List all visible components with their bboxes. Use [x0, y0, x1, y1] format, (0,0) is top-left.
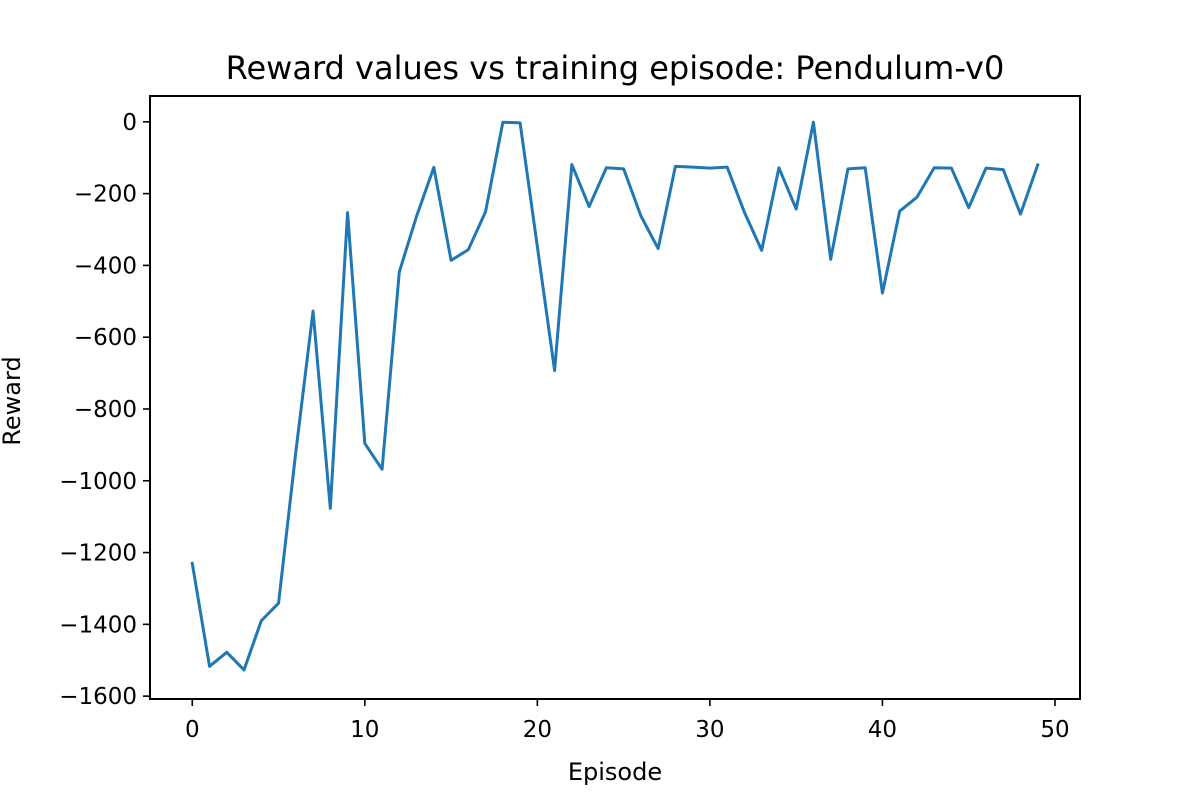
axes-frame — [149, 95, 1081, 700]
y-axis-label: Reward — [0, 356, 26, 445]
y-tick-label: −1200 — [59, 541, 137, 567]
chart-title: Reward values vs training episode: Pendu… — [226, 49, 1005, 87]
x-tick-label: 0 — [185, 717, 200, 743]
y-tick-label: −800 — [74, 397, 137, 423]
y-tick-label: −200 — [74, 182, 137, 208]
y-tick-label: 0 — [122, 110, 137, 136]
x-tick-label: 50 — [1040, 717, 1069, 743]
y-tick-label: −600 — [74, 325, 137, 351]
x-tick-label: 30 — [695, 717, 724, 743]
y-tick-label: −400 — [74, 253, 137, 279]
x-tick-label: 40 — [868, 717, 897, 743]
x-axis-label: Episode — [568, 758, 662, 786]
x-tick-label: 20 — [523, 717, 552, 743]
x-tick-label: 10 — [350, 717, 379, 743]
y-tick-label: −1400 — [59, 612, 137, 638]
series-line-reward — [190, 120, 1040, 672]
y-tick-label: −1600 — [59, 684, 137, 710]
plot-area: 0 10 20 30 40 50 0 −200 −400 −600 −800 −1000 −1200 −1… — [59, 95, 1081, 743]
y-tick-label: −1000 — [59, 469, 137, 495]
